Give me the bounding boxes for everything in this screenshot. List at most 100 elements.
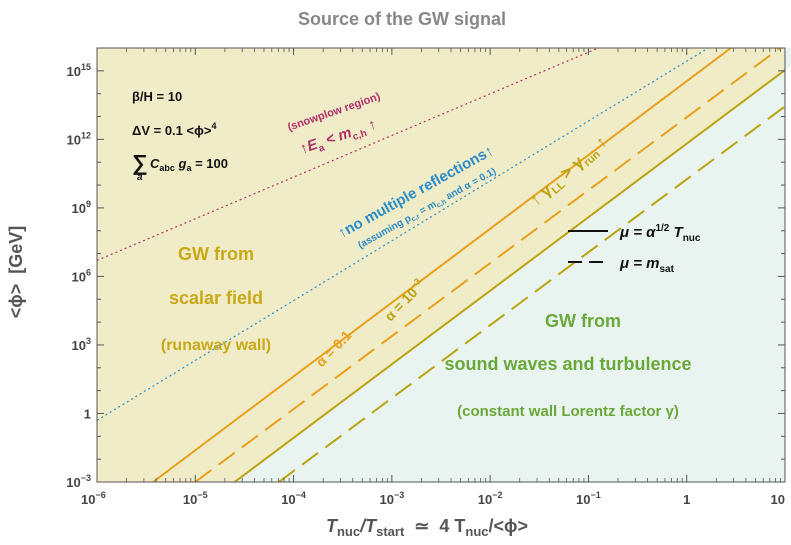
y-axis-label: <ϕ> [GeV] — [6, 226, 26, 319]
chart-title: Source of the GW signal — [298, 9, 506, 29]
x-tick-label-base: 10 — [478, 492, 492, 507]
x-tick-label-base: 10 — [576, 492, 590, 507]
y-tick-label: 1012 — [67, 130, 91, 147]
x-axis-part: /<ϕ> — [489, 516, 529, 536]
gw-scalar-line1: GW from — [178, 244, 254, 264]
delta-v-part: ΔV = 0.1 <ϕ> — [132, 123, 212, 138]
x-axis-part: nuc — [337, 524, 360, 539]
y-tick-label-exp: 12 — [81, 130, 91, 140]
x-tick-label: 10−2 — [478, 490, 503, 507]
plot-frame — [96, 47, 786, 483]
y-tick-label: 10−3 — [66, 473, 91, 490]
x-tick-label: 1 — [683, 492, 690, 507]
parameter-block: β/H = 10 ΔV = 0.1 <ϕ>4 ∑ a Cabc ga = 100 — [132, 89, 228, 183]
sum-subscript: a — [137, 172, 143, 183]
gw-scalar-line3: (runaway wall) — [161, 337, 271, 354]
region-sound-waves — [234, 48, 791, 482]
legend-part: μ = α — [619, 224, 656, 241]
series-line-3 — [278, 105, 785, 482]
legend-part: 1/2 — [655, 223, 669, 234]
ea-part: ↑ — [362, 116, 379, 136]
sound-waves-block: GW from sound waves and turbulence (cons… — [444, 311, 691, 420]
ea-part: c,h — [351, 128, 368, 143]
series-layer — [97, 48, 785, 482]
x-tick-label-exp: −4 — [296, 490, 306, 500]
y-tick-label-base: 10 — [72, 338, 86, 353]
x-tick-label: 10−4 — [281, 490, 306, 507]
x-axis-part: T — [326, 516, 339, 536]
series-line-1 — [194, 48, 781, 482]
sum-part: a — [186, 163, 192, 173]
scalar-field-block: GW from scalar field (runaway wall) — [161, 244, 271, 354]
y-tick-label: 1015 — [67, 62, 91, 79]
y-tick-label-base: 10 — [67, 132, 81, 147]
x-tick-label-exp: −5 — [197, 490, 207, 500]
x-tick-label-exp: −2 — [492, 490, 502, 500]
sum-sign: ∑ — [132, 150, 148, 175]
y-tick-label: 1 — [84, 406, 91, 421]
y-tick-label: 103 — [72, 336, 91, 353]
y-tick-label-base: 1 — [84, 406, 91, 421]
sum-part: = 100 — [191, 156, 228, 171]
x-axis-label: Tnuc/Tstart ≃ 4 Tnuc/<ϕ> — [326, 516, 528, 539]
x-tick-label-base: 10 — [183, 492, 197, 507]
y-tick-label-exp: 3 — [86, 336, 91, 346]
y-tick-label-exp: −3 — [81, 473, 91, 483]
x-tick-label: 10−1 — [576, 490, 601, 507]
legend: μ = α1/2 Tnuc μ = msat — [568, 223, 701, 275]
legend-part: μ = m — [619, 255, 659, 272]
sum-rhs: Cabc ga = 100 — [150, 156, 228, 173]
ea-part: ↑E — [298, 136, 321, 158]
series-line-2 — [234, 68, 785, 482]
x-tick-label: 10 — [771, 492, 785, 507]
x-tick-label-base: 10 — [81, 492, 95, 507]
x-tick-label: 10−3 — [379, 490, 404, 507]
ea-part: a — [317, 142, 326, 154]
x-tick-label-exp: −1 — [591, 490, 601, 500]
ea-condition: ↑Ea < mc,h ↑ — [298, 116, 380, 161]
legend-solid-label: μ = α1/2 Tnuc — [619, 223, 701, 244]
beta-label: β/H = 10 — [132, 89, 182, 104]
y-tick-label: 106 — [72, 267, 91, 284]
x-tick-label: 10−6 — [81, 490, 106, 507]
legend-dashed-label: μ = msat — [619, 255, 675, 275]
x-tick-label: 10−5 — [183, 490, 208, 507]
gw-sound-line1: GW from — [545, 311, 621, 331]
x-tick-label-base: 10 — [379, 492, 393, 507]
delta-v-label: ΔV = 0.1 <ϕ>4 — [132, 121, 216, 138]
y-tick-label-base: 10 — [66, 475, 80, 490]
y-tick-label: 109 — [72, 199, 91, 216]
y-tick-label-exp: 15 — [81, 62, 91, 72]
assuming-part: c,h — [436, 199, 448, 210]
y-tick-label-base: 10 — [67, 64, 81, 79]
legend-part: sat — [659, 264, 674, 275]
delta-v-sup: 4 — [211, 121, 216, 131]
y-tick-label-exp: 6 — [86, 267, 91, 277]
ticks-layer: 10−6 10−5 10−4 10−3 10−2 10−1 1 1010−3110310610… — [66, 47, 786, 507]
x-tick-label-exp: −3 — [394, 490, 404, 500]
x-tick-label-base: 1 — [683, 492, 690, 507]
y-tick-label-base: 10 — [72, 201, 86, 216]
sum-part: abc — [159, 163, 175, 173]
x-axis-part: nuc — [465, 524, 488, 539]
series-line-0 — [152, 48, 732, 482]
sum-part: g — [175, 156, 187, 171]
sum-part: C — [150, 156, 160, 171]
x-tick-label-base: 10 — [281, 492, 295, 507]
gw-sound-line2: sound waves and turbulence — [444, 354, 691, 374]
gw-scalar-line2: scalar field — [169, 288, 263, 308]
x-axis-part: ≃ 4 T — [404, 516, 465, 536]
gw-sound-line3: (constant wall Lorentz factor γ) — [457, 403, 679, 420]
x-tick-label-base: 10 — [771, 492, 785, 507]
y-tick-label-exp: 9 — [86, 199, 91, 209]
region-scalar-field — [97, 48, 791, 482]
series-line-4 — [97, 48, 709, 421]
x-tick-label-exp: −6 — [95, 490, 105, 500]
legend-part: nuc — [683, 233, 701, 244]
x-axis-part: start — [376, 524, 405, 539]
legend-part: T — [669, 224, 684, 241]
series-line-5 — [97, 48, 599, 261]
x-axis-part: /T — [359, 516, 378, 536]
y-tick-label-base: 10 — [72, 269, 86, 284]
